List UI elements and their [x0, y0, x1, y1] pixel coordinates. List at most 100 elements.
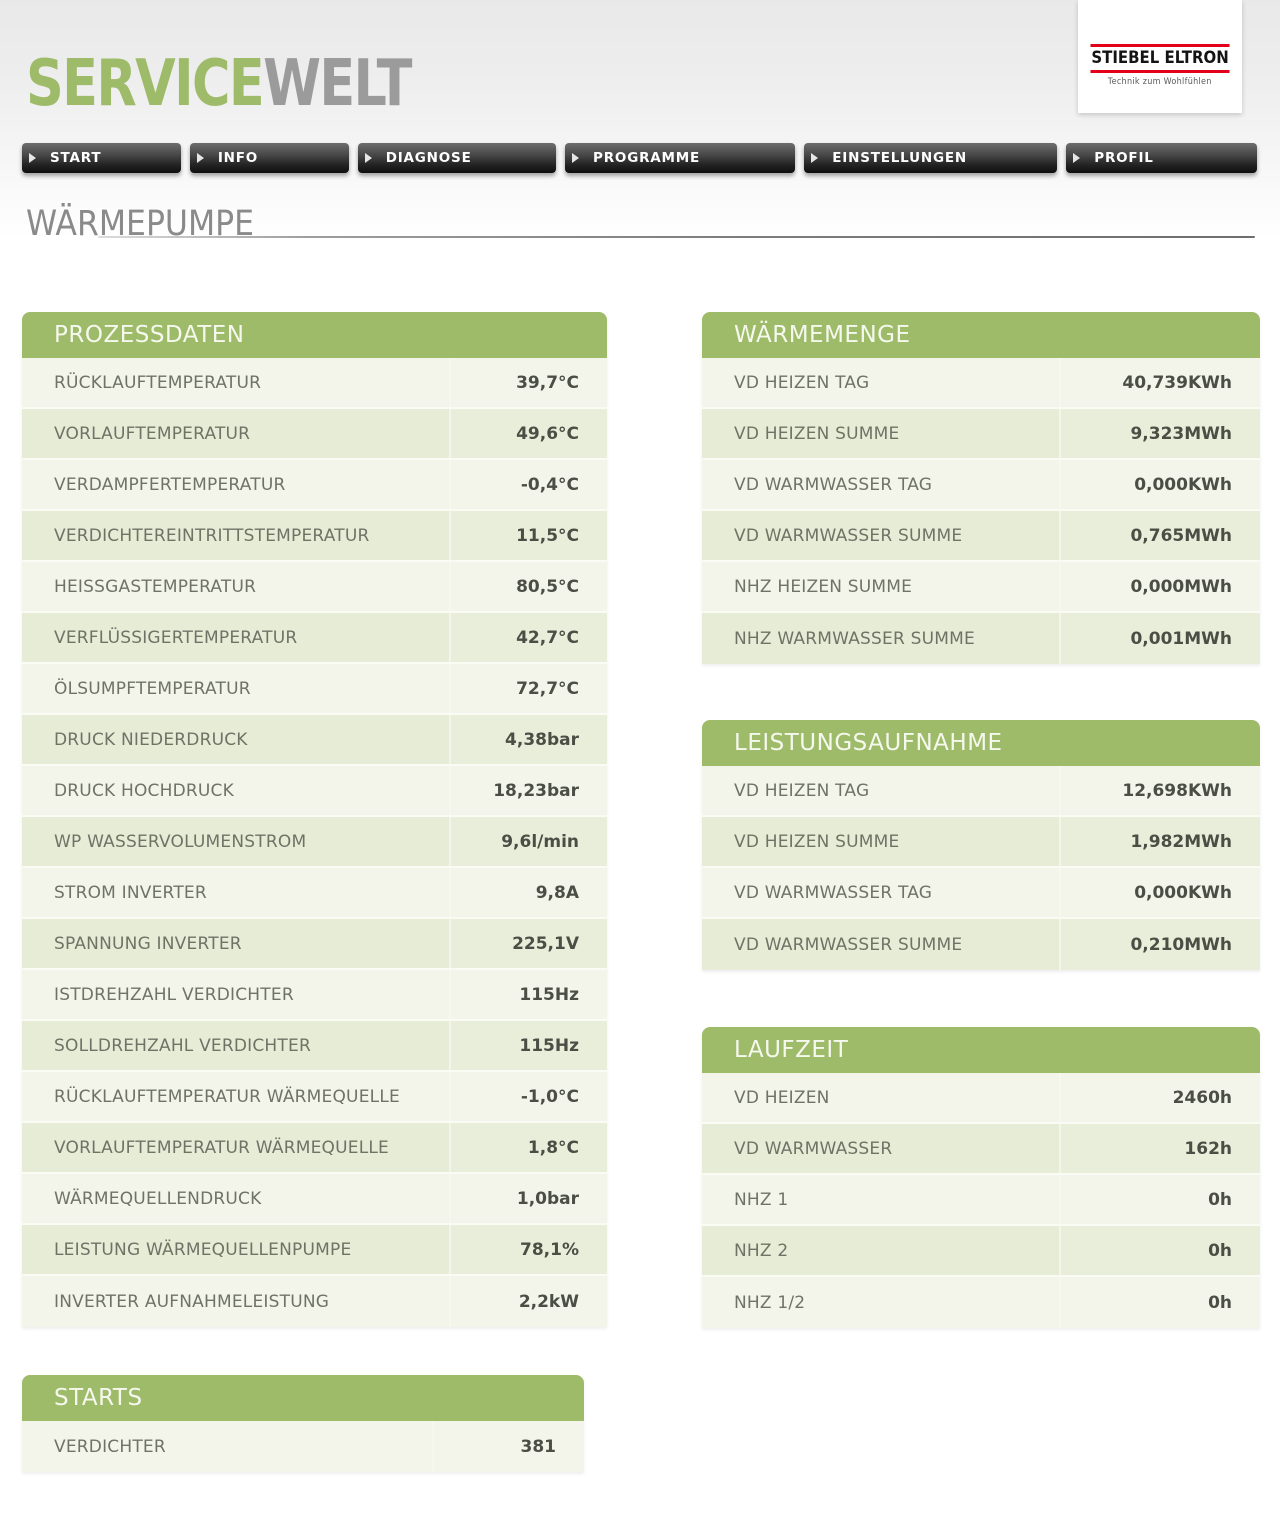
row-label: SPANNUNG INVERTER [22, 919, 450, 968]
row-value: 0,210MWh [1059, 919, 1260, 970]
chevron-right-icon [29, 153, 36, 163]
waermemenge-row: VD HEIZEN TAG 40,739KWh [702, 358, 1260, 409]
row-label: VERDAMPFERTEMPERATUR [22, 460, 450, 509]
laufzeit-row: NHZ 1/2 0h [702, 1277, 1260, 1328]
row-label: VD HEIZEN TAG [702, 766, 1060, 815]
waermemenge-rows: VD HEIZEN TAG 40,739KWh VD HEIZEN SUMME 9,3… [702, 358, 1260, 664]
row-label: STROM INVERTER [22, 868, 450, 917]
chevron-right-icon [196, 153, 204, 163]
row-label: VD WARMWASSER TAG [702, 868, 1060, 917]
waermemenge-row: VD HEIZEN SUMME 9,323MWh [702, 409, 1260, 460]
row-label: NHZ WARMWASSER SUMME [702, 613, 1060, 664]
nav-label: EINSTELLUNGEN [832, 150, 967, 166]
row-value: 0h [1059, 1226, 1260, 1275]
prozessdaten-row: WÄRMEQUELLENDRUCK 1,0bar [22, 1174, 607, 1225]
row-value: 0,000KWh [1059, 460, 1260, 509]
row-label: ÖLSUMPFTEMPERATUR [22, 664, 450, 713]
nav-label: INFO [217, 150, 259, 166]
row-label: LEISTUNG WÄRMEQUELLENPUMPE [22, 1225, 450, 1274]
row-value: 225,1V [449, 919, 607, 968]
left-column: PROZESSDATEN RÜCKLAUFTEMPERATUR 39,7°C VOR… [22, 312, 607, 1472]
laufzeit-row: NHZ 2 0h [702, 1226, 1260, 1277]
row-value: 0,000KWh [1059, 868, 1260, 917]
row-label: VERDICHTEREINTRITTSTEMPERATUR [22, 511, 450, 560]
nav-item-diagnose[interactable]: DIAGNOSE [357, 143, 557, 173]
row-value: 80,5°C [449, 562, 607, 611]
leistungsaufnahme-row: VD HEIZEN TAG 12,698KWh [702, 766, 1260, 817]
prozessdaten-row: DRUCK NIEDERDRUCK 4,38bar [22, 715, 607, 766]
prozessdaten-row: SOLLDREHZAHL VERDICHTER 115Hz [22, 1021, 607, 1072]
row-value: 0,765MWh [1059, 511, 1260, 560]
starts-header: STARTS [22, 1375, 584, 1421]
row-value: 1,0bar [449, 1174, 607, 1223]
row-label: NHZ HEIZEN SUMME [702, 562, 1060, 611]
waermemenge-row: VD WARMWASSER TAG 0,000KWh [702, 460, 1260, 511]
prozessdaten-row: DRUCK HOCHDRUCK 18,23bar [22, 766, 607, 817]
nav-item-einstellungen[interactable]: EINSTELLUNGEN [804, 143, 1058, 173]
row-label: VD HEIZEN SUMME [702, 817, 1060, 866]
row-value: 0,000MWh [1059, 562, 1260, 611]
row-value: 9,6l/min [449, 817, 607, 866]
prozessdaten-row: RÜCKLAUFTEMPERATUR WÄRMEQUELLE -1,0°C [22, 1072, 607, 1123]
logo-text-secondary: WELT [263, 47, 412, 121]
main-nav: START INFO DIAGNOSE PROGRAMME EINSTELLUN… [22, 143, 1257, 173]
waermemenge-row: NHZ WARMWASSER SUMME 0,001MWh [702, 613, 1260, 664]
title-divider [98, 236, 1255, 238]
leistungsaufnahme-header: LEISTUNGSAUFNAHME [702, 720, 1260, 766]
leistungsaufnahme-row: VD WARMWASSER TAG 0,000KWh [702, 868, 1260, 919]
row-value: 49,6°C [449, 409, 607, 458]
prozessdaten-row: ISTDREHZAHL VERDICHTER 115Hz [22, 970, 607, 1021]
nav-label: PROFIL [1094, 150, 1154, 166]
prozessdaten-row: WP WASSERVOLUMENSTROM 9,6l/min [22, 817, 607, 868]
prozessdaten-header: PROZESSDATEN [22, 312, 607, 358]
laufzeit-row: NHZ 1 0h [702, 1175, 1260, 1226]
row-value: 1,982MWh [1059, 817, 1260, 866]
row-value: 9,8A [449, 868, 607, 917]
row-label: WÄRMEQUELLENDRUCK [22, 1174, 450, 1223]
prozessdaten-row: INVERTER AUFNAHMELEISTUNG 2,2kW [22, 1276, 607, 1327]
row-label: NHZ 1/2 [702, 1277, 1060, 1328]
prozessdaten-row: VORLAUFTEMPERATUR WÄRMEQUELLE 1,8°C [22, 1123, 607, 1174]
table-title: PROZESSDATEN [54, 322, 245, 348]
row-value: 2,2kW [449, 1276, 607, 1327]
nav-item-programme[interactable]: PROGRAMME [565, 143, 796, 173]
row-value: 115Hz [449, 970, 607, 1019]
prozessdaten-row: VERDAMPFERTEMPERATUR -0,4°C [22, 460, 607, 511]
table-title: STARTS [54, 1385, 143, 1411]
row-value: 2460h [1059, 1073, 1260, 1122]
waermemenge-header: WÄRMEMENGE [702, 312, 1260, 358]
chevron-right-icon [811, 153, 819, 163]
row-value: 42,7°C [449, 613, 607, 662]
row-label: INVERTER AUFNAHMELEISTUNG [22, 1276, 450, 1327]
row-label: DRUCK NIEDERDRUCK [22, 715, 450, 764]
prozessdaten-row: VERDICHTEREINTRITTSTEMPERATUR 11,5°C [22, 511, 607, 562]
table-title: LAUFZEIT [734, 1037, 849, 1063]
laufzeit-header: LAUFZEIT [702, 1027, 1260, 1073]
right-column: WÄRMEMENGE VD HEIZEN TAG 40,739KWh VD HEIZ… [702, 312, 1260, 1328]
row-value: 162h [1059, 1124, 1260, 1173]
chevron-right-icon [364, 153, 372, 163]
row-value: 72,7°C [449, 664, 607, 713]
prozessdaten-table: PROZESSDATEN RÜCKLAUFTEMPERATUR 39,7°C VOR… [22, 312, 607, 1327]
starts-table: STARTS VERDICHTER 381 [22, 1375, 584, 1472]
nav-item-start[interactable]: START [22, 143, 181, 173]
starts-row: VERDICHTER 381 [22, 1421, 584, 1472]
row-value: 0,001MWh [1059, 613, 1260, 664]
prozessdaten-row: RÜCKLAUFTEMPERATUR 39,7°C [22, 358, 607, 409]
prozessdaten-row: STROM INVERTER 9,8A [22, 868, 607, 919]
nav-item-info[interactable]: INFO [189, 143, 349, 173]
row-value: -0,4°C [449, 460, 607, 509]
row-value: 12,698KWh [1059, 766, 1260, 815]
row-label: RÜCKLAUFTEMPERATUR [22, 358, 450, 407]
nav-item-profil[interactable]: PROFIL [1066, 143, 1257, 173]
row-label: NHZ 2 [702, 1226, 1060, 1275]
row-value: 0h [1059, 1277, 1260, 1328]
leistungsaufnahme-row: VD HEIZEN SUMME 1,982MWh [702, 817, 1260, 868]
row-value: 9,323MWh [1059, 409, 1260, 458]
chevron-right-icon [1073, 153, 1081, 163]
nav-label: PROGRAMME [593, 150, 701, 166]
row-label: VORLAUFTEMPERATUR [22, 409, 450, 458]
row-label: VD WARMWASSER SUMME [702, 919, 1060, 970]
table-title: LEISTUNGSAUFNAHME [734, 730, 1003, 756]
vendor-name: STIEBEL ELTRON [1090, 44, 1230, 74]
